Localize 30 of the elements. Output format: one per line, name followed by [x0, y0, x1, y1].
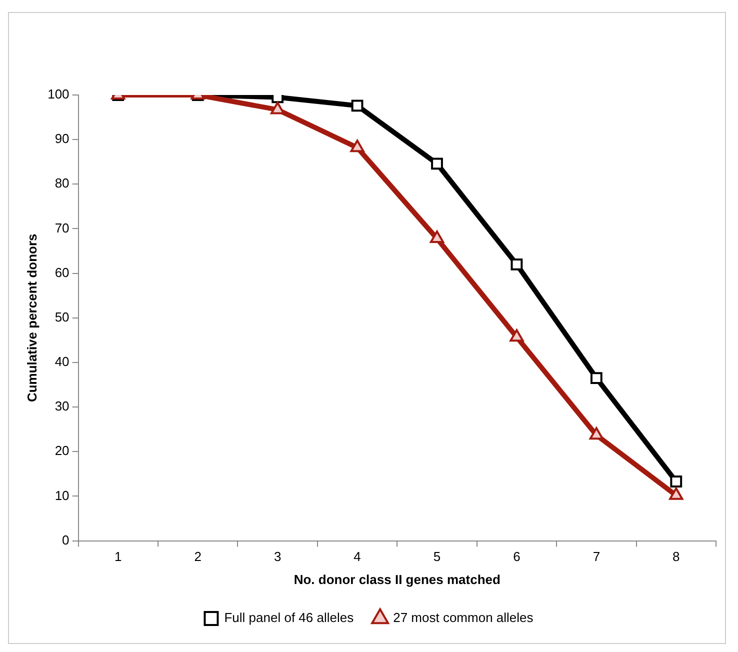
y-tick-label: 20	[54, 443, 70, 458]
point	[510, 258, 523, 270]
point	[590, 372, 602, 384]
x-tick-label: 6	[513, 549, 520, 564]
x-tick-label: 1	[114, 549, 122, 564]
x-tick-label: 5	[433, 549, 441, 564]
x-axis-title: No. donor class II genes matched	[294, 572, 500, 587]
point	[431, 158, 443, 170]
y-tick-label: 30	[54, 398, 70, 414]
point	[669, 487, 684, 500]
y-tick-label: 40	[54, 354, 70, 370]
y-tick-label: 100	[48, 86, 70, 102]
y-tick-label: 80	[54, 176, 70, 191]
x-tick-label: 4	[354, 549, 361, 564]
y-tick-label: 70	[54, 220, 70, 236]
y-tick-label: 90	[54, 131, 70, 146]
y-axis-title: Cumulative percent donors	[24, 234, 40, 402]
y-tick-label: 0	[62, 532, 70, 548]
y-tick-label: 60	[54, 264, 70, 280]
x-tick-label: 8	[672, 549, 680, 564]
legend-label: 27 most common alleles	[393, 610, 534, 626]
y-tick-label: 10	[54, 488, 70, 503]
x-tick-label: 2	[194, 549, 202, 564]
x-tick-label: 3	[274, 549, 282, 564]
legend-label: Full panel of 46 alleles	[224, 610, 354, 626]
point	[589, 427, 604, 440]
point	[510, 329, 524, 342]
x-tick-label: 7	[592, 549, 600, 564]
y-tick-label: 50	[54, 309, 70, 324]
point	[351, 100, 364, 112]
